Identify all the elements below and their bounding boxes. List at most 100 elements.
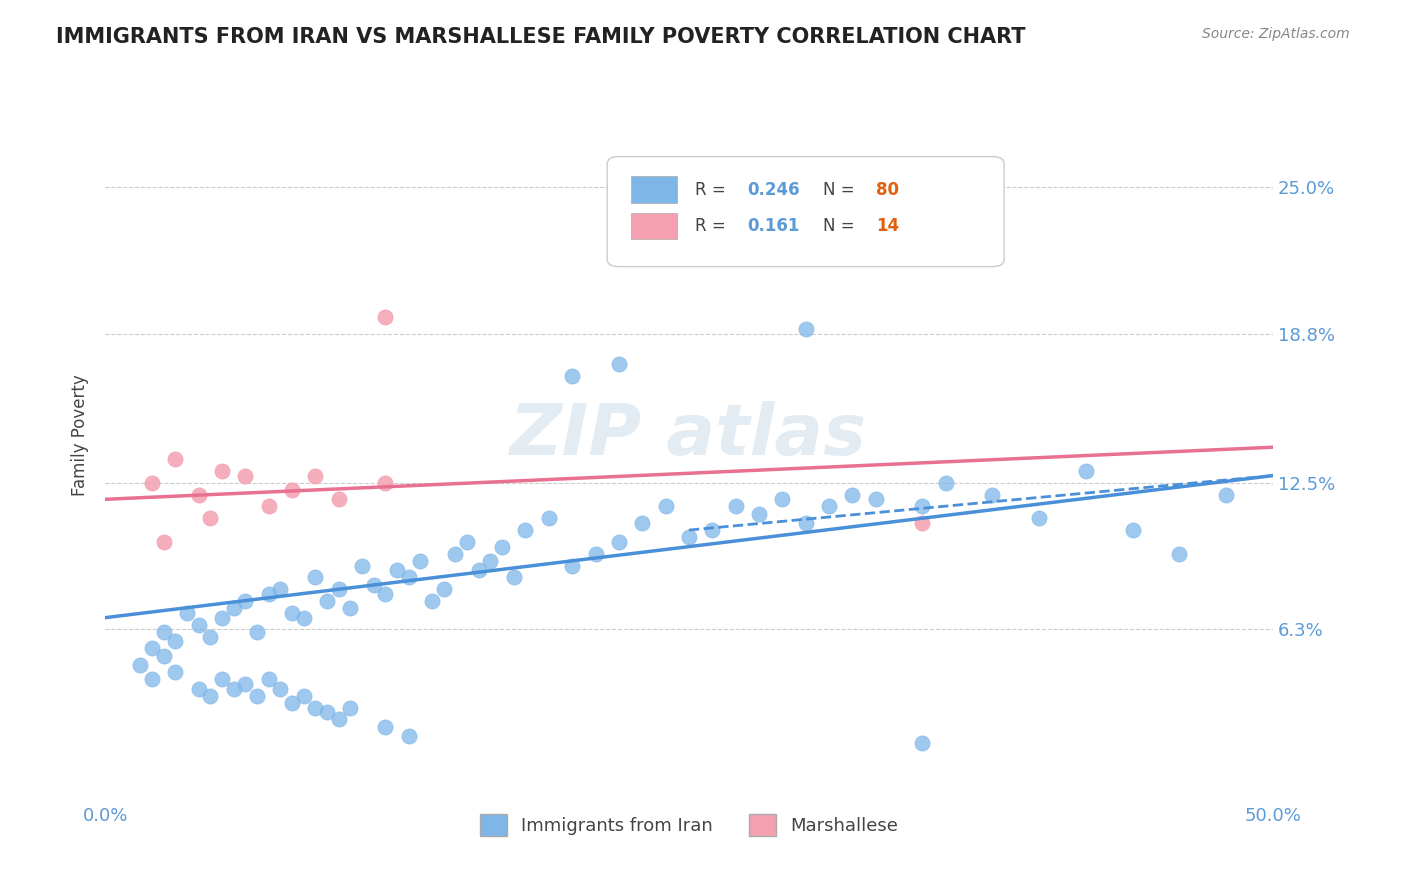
Y-axis label: Family Poverty: Family Poverty: [72, 375, 89, 496]
Point: [420, 594, 443, 608]
Point: [631, 516, 654, 530]
Point: [200, 511, 222, 525]
Point: [702, 523, 724, 537]
Point: [257, 672, 280, 686]
Point: [152, 648, 174, 663]
Point: [794, 322, 817, 336]
Text: 0.246: 0.246: [748, 180, 800, 199]
Point: [607, 358, 630, 372]
Point: [398, 729, 420, 743]
Point: [269, 582, 291, 597]
Point: [770, 492, 793, 507]
Point: [233, 594, 256, 608]
FancyBboxPatch shape: [630, 213, 678, 239]
Point: [561, 558, 583, 573]
FancyBboxPatch shape: [607, 157, 1004, 267]
Point: [794, 516, 817, 530]
Text: 14: 14: [876, 218, 898, 235]
Point: [152, 535, 174, 549]
Text: 0.161: 0.161: [748, 218, 800, 235]
Point: [479, 554, 502, 568]
Point: [257, 500, 280, 514]
Point: [374, 310, 396, 324]
Point: [165, 665, 187, 679]
Point: [233, 468, 256, 483]
Point: [1122, 523, 1144, 537]
Point: [515, 523, 537, 537]
Point: [187, 617, 209, 632]
Point: [165, 452, 187, 467]
Point: [281, 606, 304, 620]
Point: [1215, 487, 1237, 501]
Point: [316, 706, 339, 720]
Point: [269, 681, 291, 696]
Point: [444, 547, 467, 561]
Point: [433, 582, 456, 597]
Point: [292, 689, 315, 703]
Point: [468, 563, 491, 577]
Point: [316, 594, 339, 608]
Point: [385, 563, 408, 577]
Point: [222, 681, 245, 696]
Point: [1074, 464, 1097, 478]
Point: [233, 677, 256, 691]
Legend: Immigrants from Iran, Marshallese: Immigrants from Iran, Marshallese: [471, 805, 907, 845]
Point: [328, 582, 350, 597]
Point: [129, 658, 152, 673]
Text: R =: R =: [695, 218, 731, 235]
Point: [152, 624, 174, 639]
Point: [409, 554, 432, 568]
Point: [911, 516, 934, 530]
Point: [607, 535, 630, 549]
Point: [502, 570, 524, 584]
Point: [352, 558, 374, 573]
Point: [200, 689, 222, 703]
Point: [141, 475, 163, 490]
Point: [911, 500, 934, 514]
Point: [281, 483, 304, 497]
Point: [246, 624, 269, 639]
Text: ZIP atlas: ZIP atlas: [510, 401, 868, 470]
Point: [537, 511, 560, 525]
Point: [1028, 511, 1050, 525]
Point: [748, 507, 770, 521]
Text: Source: ZipAtlas.com: Source: ZipAtlas.com: [1202, 27, 1350, 41]
Point: [841, 487, 863, 501]
Point: [257, 587, 280, 601]
Point: [211, 464, 233, 478]
Point: [339, 601, 361, 615]
Point: [292, 610, 315, 624]
Point: [187, 487, 209, 501]
Point: [935, 475, 957, 490]
Point: [211, 610, 233, 624]
Point: [141, 641, 163, 656]
Point: [187, 681, 209, 696]
Point: [246, 689, 269, 703]
Point: [304, 468, 326, 483]
Point: [456, 535, 478, 549]
Point: [211, 672, 233, 686]
Text: N =: N =: [823, 180, 860, 199]
Point: [398, 570, 420, 584]
Point: [328, 713, 350, 727]
Point: [176, 606, 198, 620]
Point: [865, 492, 887, 507]
Point: [304, 700, 326, 714]
Text: IMMIGRANTS FROM IRAN VS MARSHALLESE FAMILY POVERTY CORRELATION CHART: IMMIGRANTS FROM IRAN VS MARSHALLESE FAMI…: [56, 27, 1026, 46]
FancyBboxPatch shape: [630, 177, 678, 202]
Point: [818, 500, 841, 514]
Text: R =: R =: [695, 180, 731, 199]
Point: [981, 487, 1004, 501]
Point: [678, 530, 700, 544]
Point: [165, 634, 187, 648]
Point: [911, 736, 934, 750]
Point: [724, 500, 747, 514]
Point: [200, 630, 222, 644]
Point: [304, 570, 326, 584]
Point: [363, 577, 385, 591]
Point: [374, 475, 396, 490]
Point: [585, 547, 607, 561]
Point: [339, 700, 361, 714]
Point: [222, 601, 245, 615]
Point: [328, 492, 350, 507]
